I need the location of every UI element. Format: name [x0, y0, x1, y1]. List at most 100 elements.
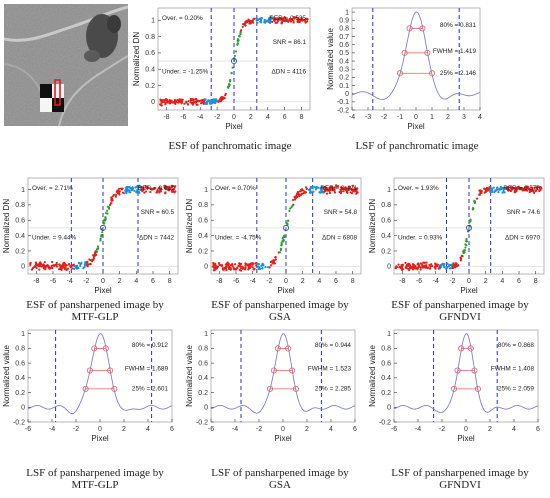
- esf-gfndvi-chart: 0 0.2 0.4 0.6 0.8 1 -8 -6 -4 -2 0 2 4 6 8 Pixel Normaliz…: [368, 177, 545, 295]
- x-tick-label: 0: [232, 114, 236, 121]
- esf-point: [172, 184, 175, 188]
- esf-point: [227, 83, 231, 86]
- rer-label: RER = 0.411: [138, 185, 175, 192]
- eighty-percent-label: 80% = 0.912: [132, 342, 169, 349]
- esf-point: [233, 268, 236, 271]
- x-tick-label: -6: [416, 278, 422, 285]
- x-tick-label: -2: [381, 114, 387, 121]
- esf-point: [61, 263, 64, 266]
- esf-point: [514, 190, 517, 193]
- y-tick-label: 0: [151, 99, 155, 106]
- level-marker: [454, 367, 461, 374]
- x-tick-label: 2: [249, 114, 253, 121]
- x-axis-label: Pixel: [91, 434, 109, 443]
- y-tick-label: 0.4: [198, 233, 208, 240]
- y-tick-label: 0.3: [339, 67, 349, 74]
- x-tick-label: 0: [101, 278, 105, 285]
- level-marker: [424, 49, 431, 56]
- caption-lsf-gsa: LSF of pansharpened image by GSA: [211, 467, 349, 491]
- esf-point: [110, 196, 113, 199]
- esf-point: [336, 185, 340, 188]
- delta-dn-label: ΔDN = 7442: [139, 234, 174, 241]
- esf-point: [172, 100, 176, 104]
- esf-point: [277, 18, 280, 21]
- esf-point: [456, 264, 459, 268]
- esf-point: [65, 264, 68, 267]
- esf-point: [274, 17, 277, 20]
- esf-point: [261, 267, 264, 270]
- esf-point: [50, 264, 53, 267]
- esf-point: [434, 262, 437, 265]
- esf-point: [121, 187, 124, 190]
- caption-esf-gfndvi: ESF of pansharpened image by GFNDVI: [391, 299, 529, 323]
- esf-point: [103, 221, 106, 225]
- esf-point: [493, 191, 496, 194]
- fwhm-label: FWHM = 1.689: [125, 365, 169, 372]
- esf-point: [419, 266, 422, 269]
- x-tick-label: 2: [488, 426, 492, 433]
- esf-point: [144, 190, 148, 193]
- esf-point: [143, 191, 146, 194]
- caption-lsf-gfndvi: LSF of pansharpened image by GFNDVI: [391, 467, 529, 491]
- x-tick-label: 2: [118, 278, 122, 285]
- caption-esf-gsa: ESF of pansharpened image by GSA: [211, 299, 349, 323]
- x-tick-label: 4: [329, 426, 333, 433]
- esf-point: [328, 186, 332, 190]
- esf-point: [323, 188, 326, 191]
- lsf-pan-chart: -0.2-0.100.10.20.30.40.50.60.70.80.91-4-…: [326, 7, 482, 131]
- x-tick-label: 2: [305, 426, 309, 433]
- eighty-percent-label: 80% = 0.944: [315, 342, 352, 349]
- esf-point: [501, 191, 504, 194]
- esf-point: [468, 225, 471, 228]
- y-tick-label: 0: [204, 264, 208, 271]
- x-tick-label: -4: [232, 426, 238, 433]
- twenty-five-percent-label: 25% = 2.059: [498, 385, 535, 392]
- esf-point: [58, 268, 61, 271]
- esf-point: [469, 219, 472, 222]
- esf-point: [411, 262, 415, 266]
- eighty-percent-label: 80% = 0.868: [498, 342, 535, 349]
- x-tick-label: 4: [134, 278, 138, 285]
- y-axis-label: Normalized DN: [2, 199, 11, 253]
- esf-point: [528, 191, 531, 194]
- y-tick-label: 0: [345, 91, 349, 98]
- esf-point: [264, 266, 267, 269]
- x-tick-label: -6: [208, 426, 214, 433]
- esf-point: [421, 265, 425, 269]
- esf-center-marker: [466, 224, 473, 231]
- esf-point: [395, 265, 398, 268]
- esf-point: [353, 187, 356, 190]
- esf-point: [256, 21, 259, 24]
- esf-point: [250, 262, 253, 265]
- esf-point: [424, 266, 427, 269]
- y-tick-label: 0.2: [381, 248, 391, 255]
- y-axis-label: Normalized value: [368, 345, 377, 407]
- esf-point: [230, 71, 233, 75]
- snr-label: SNR = 74.6: [507, 209, 541, 216]
- esf-point: [100, 235, 103, 238]
- esf-point: [329, 188, 332, 192]
- esf-point: [129, 191, 132, 194]
- y-tick-label: 1: [151, 18, 155, 25]
- rer-label: RER = 0.421: [320, 185, 357, 192]
- esf-point: [465, 237, 468, 241]
- x-tick-label: 8: [300, 114, 304, 121]
- esf-point: [423, 261, 426, 264]
- esf-point: [280, 21, 283, 24]
- x-tick-label: -6: [50, 278, 56, 285]
- y-tick-label: 1: [204, 331, 208, 338]
- esf-point: [499, 185, 502, 188]
- esf-point: [76, 266, 79, 269]
- esf-point: [164, 188, 167, 191]
- esf-point: [222, 268, 225, 271]
- rer-label: RER = 0.570: [503, 185, 540, 192]
- esf-point: [292, 15, 296, 19]
- esf-point: [55, 263, 58, 266]
- esf-point: [305, 17, 308, 20]
- esf-point: [209, 101, 213, 104]
- esf-point: [239, 265, 242, 268]
- y-tick-label: 0.6: [198, 360, 208, 367]
- level-marker: [289, 367, 296, 374]
- esf-point: [451, 266, 454, 270]
- esf-point: [291, 198, 295, 202]
